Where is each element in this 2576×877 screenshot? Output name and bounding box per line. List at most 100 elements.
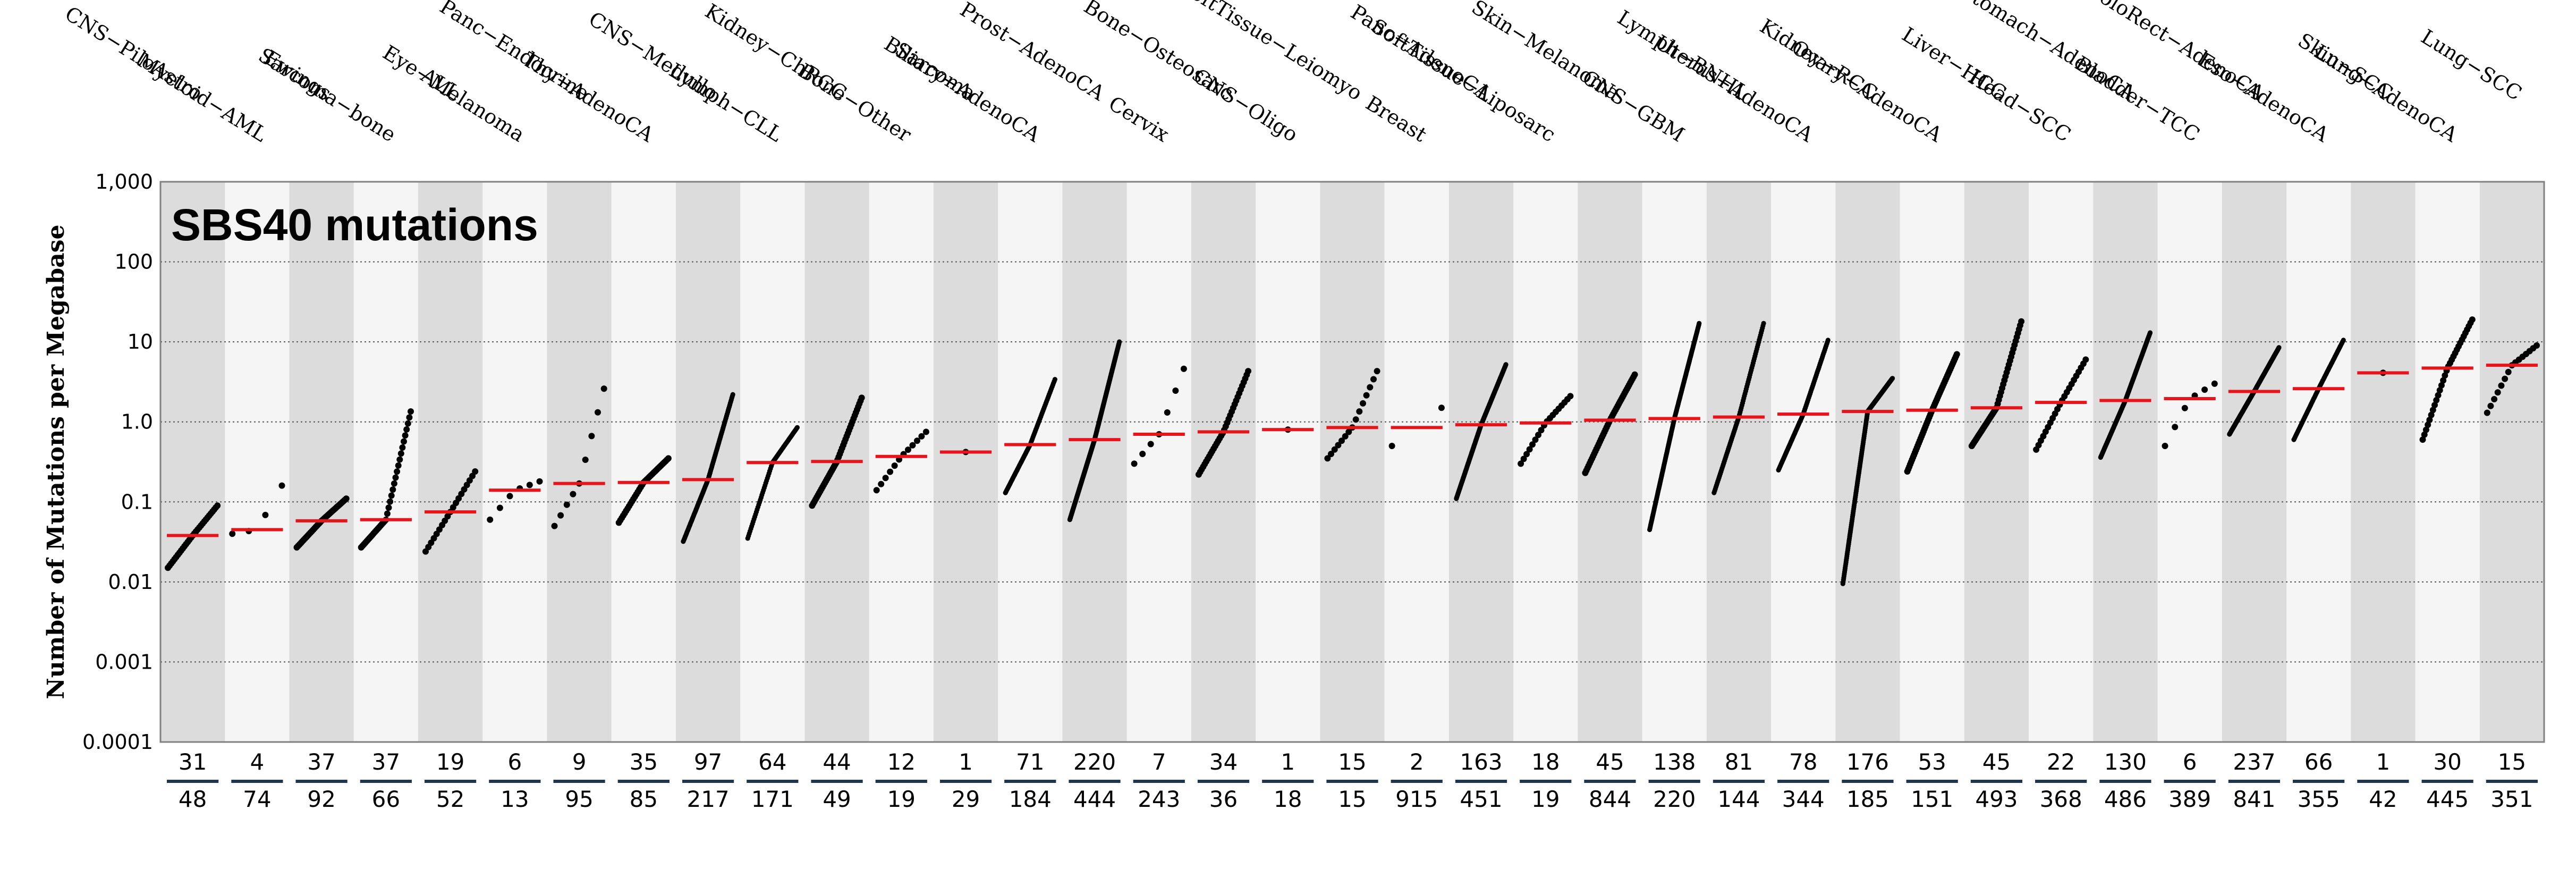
band-24 bbox=[1642, 182, 1707, 742]
band-34 bbox=[2286, 182, 2351, 742]
point-36-7 bbox=[2429, 407, 2436, 414]
point-36-2 bbox=[2421, 431, 2428, 438]
count-with-15: 220 bbox=[1073, 749, 1116, 775]
count-total-34: 355 bbox=[2298, 786, 2340, 812]
point-12-3 bbox=[882, 475, 889, 482]
y-tick-label-0.1: 0.1 bbox=[121, 490, 153, 513]
count-with-3: 37 bbox=[307, 749, 335, 775]
count-with-37: 15 bbox=[2498, 749, 2526, 775]
point-21-163 bbox=[1503, 362, 1509, 367]
y-axis-title: Number of Mutations per Megabase bbox=[43, 225, 70, 699]
point-7-9 bbox=[600, 385, 607, 392]
count-with-19: 15 bbox=[1338, 749, 1366, 775]
category-label-37: Lung−SCC bbox=[2417, 25, 2526, 105]
point-19-12 bbox=[1363, 392, 1370, 399]
point-11-44 bbox=[858, 394, 865, 401]
point-14-71 bbox=[1052, 377, 1057, 382]
point-7-8 bbox=[595, 409, 601, 416]
category-label-30: Head−SCC bbox=[1964, 65, 2075, 146]
band-25 bbox=[1706, 182, 1772, 742]
count-with-8: 35 bbox=[630, 749, 658, 775]
count-with-10: 64 bbox=[758, 749, 786, 775]
category-label-34: Eso−AdenoCA bbox=[2194, 48, 2333, 147]
count-total-25: 144 bbox=[1717, 786, 1760, 812]
count-total-28: 151 bbox=[1911, 786, 1953, 812]
count-total-37: 351 bbox=[2490, 786, 2533, 812]
point-36-30 bbox=[2469, 316, 2476, 323]
point-32-1 bbox=[2162, 443, 2168, 449]
point-4-30 bbox=[397, 450, 404, 457]
band-19 bbox=[1320, 182, 1385, 742]
point-37-6 bbox=[2502, 375, 2509, 382]
count-with-18: 1 bbox=[1281, 749, 1295, 775]
count-total-18: 18 bbox=[1274, 786, 1302, 812]
category-label-4: Sarcoma−bone bbox=[255, 44, 400, 147]
count-with-5: 19 bbox=[436, 749, 464, 775]
count-with-21: 163 bbox=[1460, 749, 1502, 775]
point-12-8 bbox=[905, 446, 911, 453]
point-7-7 bbox=[588, 433, 595, 440]
point-19-9 bbox=[1352, 416, 1359, 423]
band-33 bbox=[2222, 182, 2287, 742]
count-with-17: 34 bbox=[1209, 749, 1238, 775]
count-total-6: 13 bbox=[501, 786, 529, 812]
point-8-35 bbox=[665, 455, 672, 462]
point-37-3 bbox=[2491, 396, 2498, 402]
point-36-4 bbox=[2425, 421, 2431, 428]
y-tick-label-0.01: 0.01 bbox=[108, 570, 153, 594]
count-total-13: 29 bbox=[952, 786, 980, 812]
point-16-2 bbox=[1139, 451, 1146, 457]
count-with-1: 31 bbox=[179, 749, 207, 775]
point-12-2 bbox=[878, 480, 885, 487]
y-tick-label-1.0: 1.0 bbox=[121, 410, 153, 434]
count-total-35: 42 bbox=[2369, 786, 2397, 812]
count-total-30: 368 bbox=[2040, 786, 2082, 812]
point-19-1 bbox=[1324, 455, 1331, 462]
count-total-1: 48 bbox=[179, 786, 207, 812]
count-with-27: 176 bbox=[1846, 749, 1889, 775]
band-3 bbox=[289, 182, 354, 742]
point-4-34 bbox=[403, 426, 410, 433]
point-19-2 bbox=[1328, 451, 1334, 458]
band-18 bbox=[1256, 182, 1320, 742]
band-2 bbox=[225, 182, 290, 742]
count-total-27: 185 bbox=[1846, 786, 1889, 812]
point-19-6 bbox=[1342, 433, 1349, 440]
count-total-31: 486 bbox=[2104, 786, 2147, 812]
count-total-22: 19 bbox=[1531, 786, 1560, 812]
category-label-32: Bladder−TCC bbox=[2071, 52, 2204, 147]
point-12-12 bbox=[922, 428, 929, 435]
point-12-9 bbox=[909, 442, 916, 449]
count-with-29: 45 bbox=[1982, 749, 2011, 775]
point-4-35 bbox=[404, 420, 411, 427]
count-with-14: 71 bbox=[1016, 749, 1044, 775]
point-10-64 bbox=[794, 425, 800, 430]
point-4-37 bbox=[408, 408, 414, 415]
point-19-11 bbox=[1360, 400, 1366, 407]
point-5-19 bbox=[472, 468, 479, 475]
count-total-3: 92 bbox=[307, 786, 335, 812]
count-total-10: 171 bbox=[751, 786, 794, 812]
category-label-18: CNS−Oligo bbox=[1189, 64, 1302, 146]
category-label-24: CNS−GBM bbox=[1578, 65, 1689, 147]
count-total-8: 85 bbox=[630, 786, 658, 812]
count-with-34: 66 bbox=[2304, 749, 2333, 775]
point-16-1 bbox=[1131, 460, 1138, 467]
count-with-25: 81 bbox=[1725, 749, 1753, 775]
band-35 bbox=[2351, 182, 2416, 742]
count-total-14: 184 bbox=[1009, 786, 1052, 812]
point-37-4 bbox=[2494, 389, 2501, 396]
band-16 bbox=[1126, 182, 1192, 742]
count-total-29: 493 bbox=[1975, 786, 2018, 812]
category-label-10: Lymph−CLL bbox=[665, 58, 787, 147]
point-7-1 bbox=[551, 522, 558, 529]
point-32-6 bbox=[2211, 380, 2218, 387]
point-4-20 bbox=[384, 510, 391, 517]
band-17 bbox=[1191, 182, 1256, 742]
band-5 bbox=[418, 182, 483, 742]
point-22-1 bbox=[1518, 460, 1524, 467]
point-16-6 bbox=[1172, 387, 1179, 394]
band-29 bbox=[1964, 182, 2029, 742]
point-9-97 bbox=[730, 392, 735, 397]
